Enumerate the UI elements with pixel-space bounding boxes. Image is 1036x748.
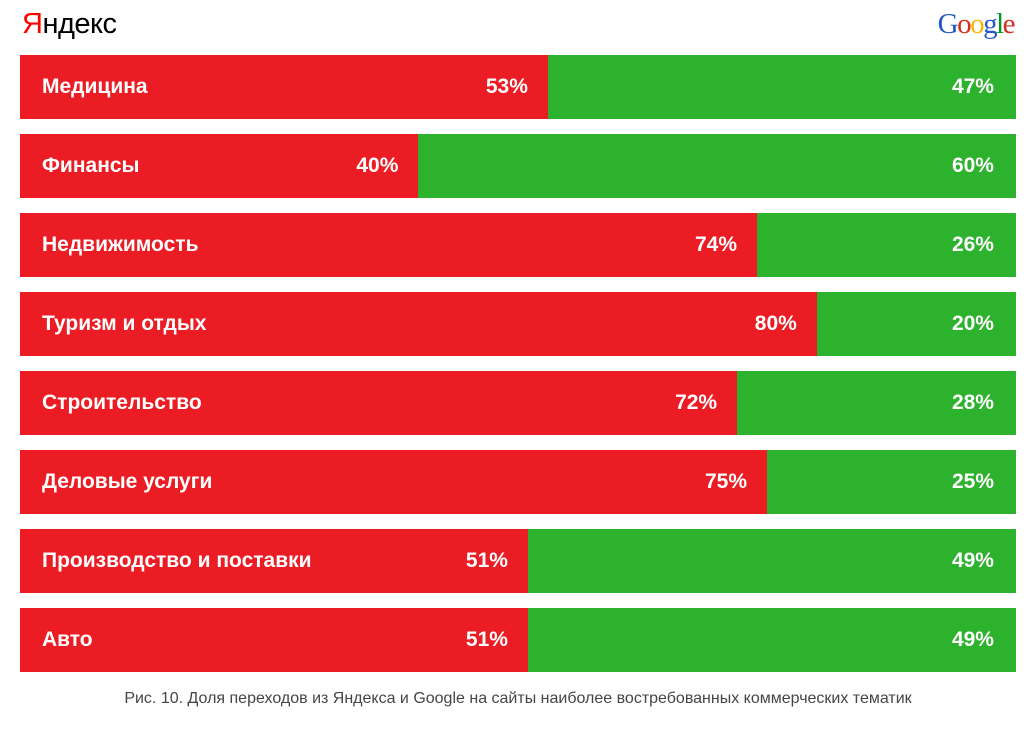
bar-segment-yandex: Недвижимость 74% <box>20 213 757 277</box>
bar-right-value: 60% <box>952 154 994 178</box>
bar-row: Медицина 53% 47% <box>20 55 1016 119</box>
bar-segment-yandex: Производство и поставки 51% <box>20 529 528 593</box>
bar-segment-google: 28% <box>737 371 1016 435</box>
bar-segment-google: 20% <box>817 292 1016 356</box>
bar-left-value: 40% <box>356 154 398 178</box>
bar-category-label: Деловые услуги <box>42 470 212 494</box>
chart-header: Яндекс Google <box>20 8 1016 41</box>
bar-row: Авто 51% 49% <box>20 608 1016 672</box>
bar-left-value: 80% <box>755 312 797 336</box>
bar-row: Строительство 72% 28% <box>20 371 1016 435</box>
bar-category-label: Строительство <box>42 391 202 415</box>
bar-left-value: 53% <box>486 75 528 99</box>
bar-segment-google: 25% <box>767 450 1016 514</box>
bar-segment-google: 60% <box>418 134 1016 198</box>
bar-segment-yandex: Финансы 40% <box>20 134 418 198</box>
bar-segment-yandex: Авто 51% <box>20 608 528 672</box>
bar-category-label: Недвижимость <box>42 233 198 257</box>
bar-left-value: 51% <box>466 628 508 652</box>
bar-category-label: Медицина <box>42 75 148 99</box>
bar-segment-google: 47% <box>548 55 1016 119</box>
bar-category-label: Финансы <box>42 154 140 178</box>
bar-segment-google: 26% <box>757 213 1016 277</box>
bar-segment-google: 49% <box>528 608 1016 672</box>
bar-category-label: Производство и поставки <box>42 549 312 573</box>
bar-right-value: 28% <box>952 391 994 415</box>
bar-category-label: Туризм и отдых <box>42 312 206 336</box>
bar-row: Туризм и отдых 80% 20% <box>20 292 1016 356</box>
bar-segment-yandex: Строительство 72% <box>20 371 737 435</box>
yandex-logo: Яндекс <box>22 8 117 41</box>
bar-right-value: 20% <box>952 312 994 336</box>
bar-left-value: 51% <box>466 549 508 573</box>
bar-left-value: 75% <box>705 470 747 494</box>
bar-right-value: 49% <box>952 549 994 573</box>
bar-segment-yandex: Туризм и отдых 80% <box>20 292 817 356</box>
bar-segment-yandex: Медицина 53% <box>20 55 548 119</box>
bar-right-value: 25% <box>952 470 994 494</box>
chart-container: Яндекс Google Медицина 53% 47% Финансы 40% 60… <box>0 0 1036 708</box>
bar-right-value: 47% <box>952 75 994 99</box>
bar-right-value: 26% <box>952 233 994 257</box>
bar-row: Деловые услуги 75% 25% <box>20 450 1016 514</box>
bar-left-value: 72% <box>675 391 717 415</box>
bar-left-value: 74% <box>695 233 737 257</box>
bars-area: Медицина 53% 47% Финансы 40% 60% Недвижимость 7… <box>20 55 1016 672</box>
bar-segment-yandex: Деловые услуги 75% <box>20 450 767 514</box>
bar-row: Финансы 40% 60% <box>20 134 1016 198</box>
bar-segment-google: 49% <box>528 529 1016 593</box>
bar-right-value: 49% <box>952 628 994 652</box>
bar-row: Недвижимость 74% 26% <box>20 213 1016 277</box>
google-logo: Google <box>938 8 1014 41</box>
bar-category-label: Авто <box>42 628 93 652</box>
bar-row: Производство и поставки 51% 49% <box>20 529 1016 593</box>
chart-caption: Рис. 10. Доля переходов из Яндекса и Goo… <box>20 690 1016 708</box>
